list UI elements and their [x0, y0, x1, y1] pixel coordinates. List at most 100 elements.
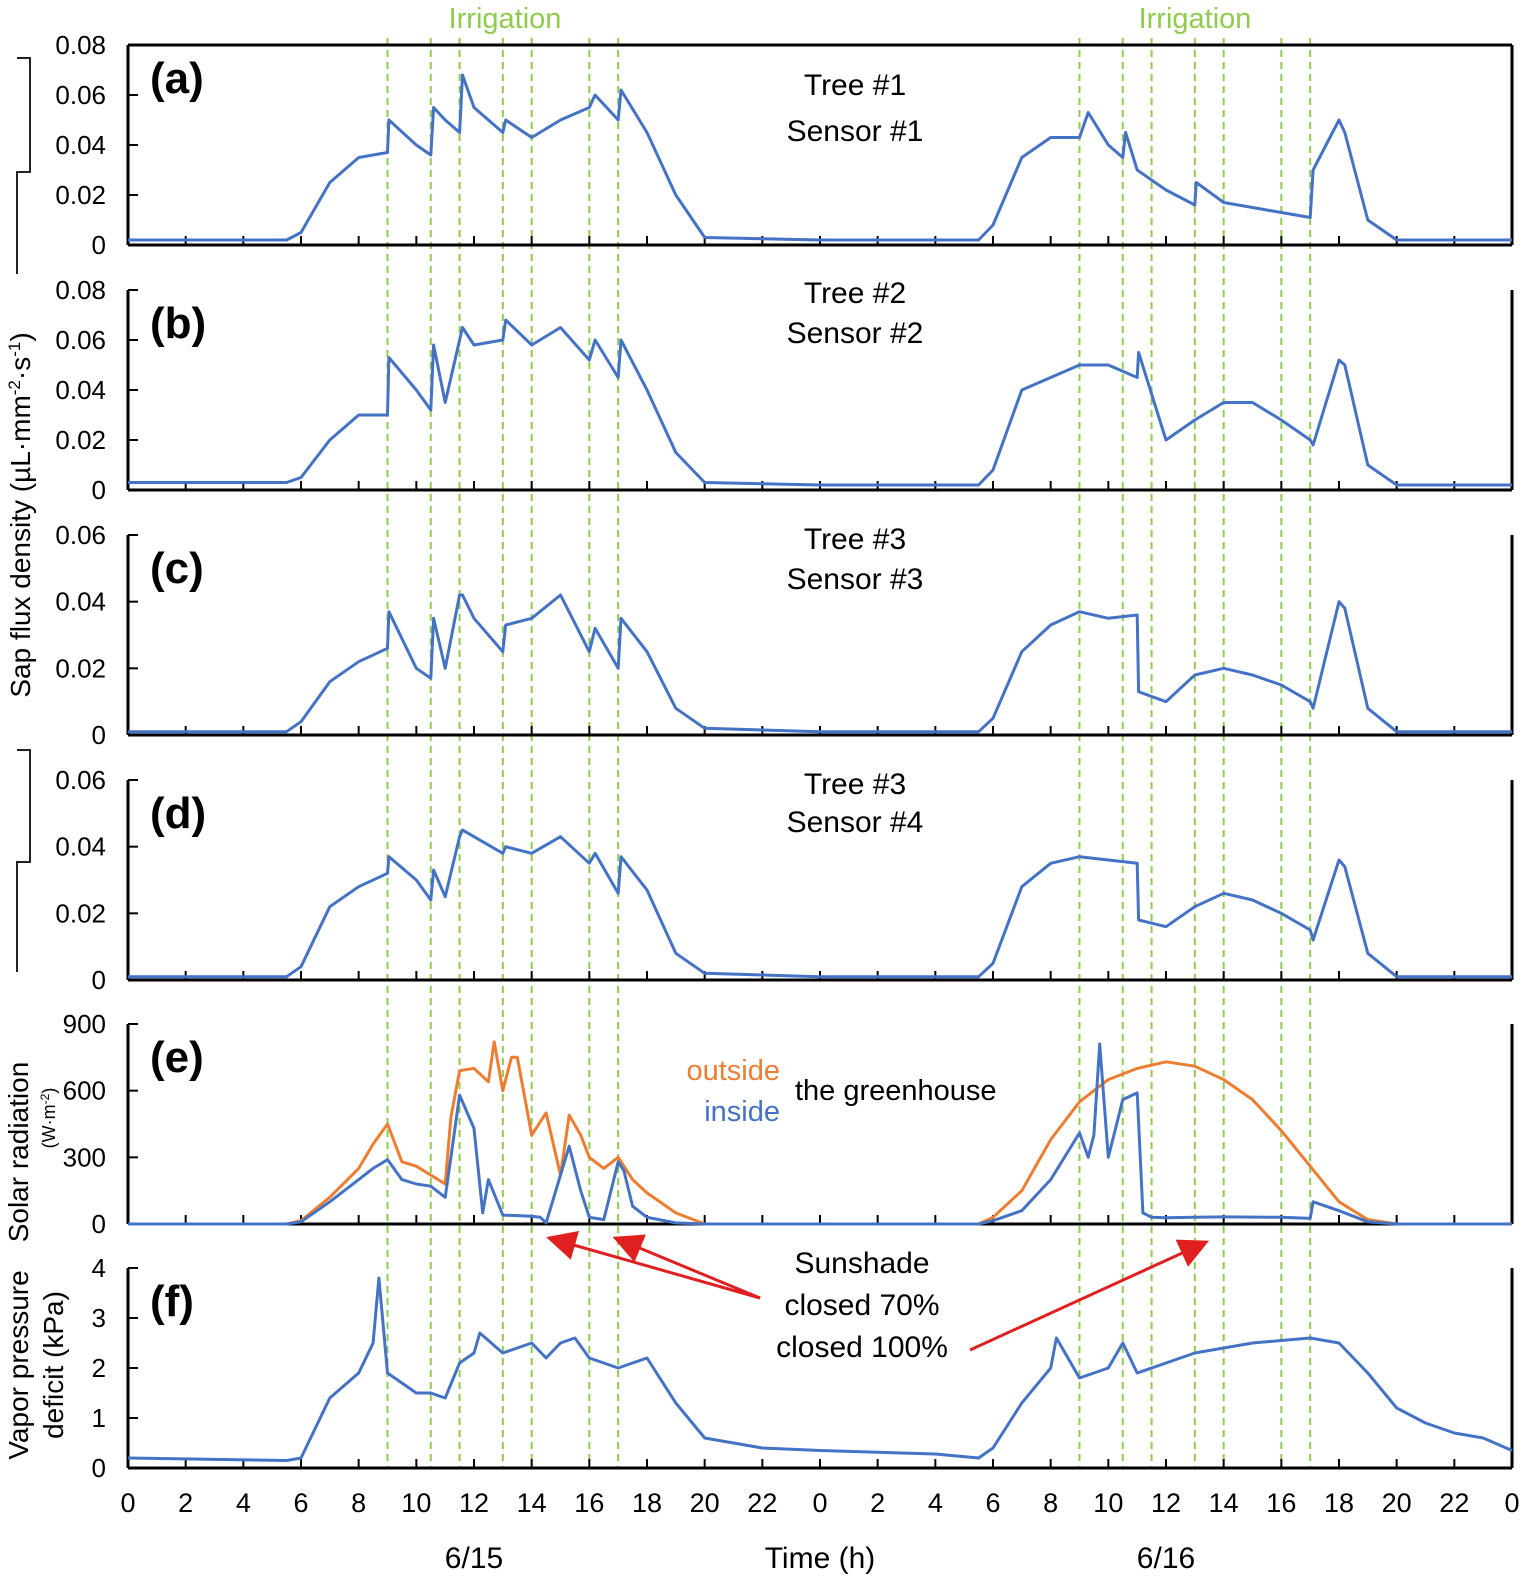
panel-label-c: (c) [150, 544, 204, 593]
series-line-c-sap [128, 593, 1512, 734]
sunshade-arrow [969, 1239, 1210, 1352]
x-tick-label: 14 [517, 1488, 547, 1518]
irrigation-label-day2: Irrigation [1139, 3, 1252, 35]
panel-c-sensor-label: Sensor #3 [787, 563, 924, 596]
day-label-6-15: 6/15 [445, 1542, 503, 1575]
panel-a-sensor-label: Sensor #1 [787, 115, 924, 148]
x-tick-label: 20 [1382, 1488, 1412, 1518]
y-tick-label: 0.02 [55, 425, 106, 455]
day-label-6-16: 6/16 [1137, 1542, 1195, 1575]
panel-c-tree-label: Tree #3 [804, 523, 906, 556]
solar-ylabel: Solar radiation [3, 1062, 34, 1243]
legend-suffix: the greenhouse [795, 1075, 997, 1107]
series-line-a-sap [128, 73, 1512, 242]
y-tick-label: 0.08 [55, 30, 106, 60]
y-tick-label: 0.02 [55, 653, 106, 683]
y-tick-label: 0.04 [55, 587, 106, 617]
panel-label-f: (f) [150, 1277, 194, 1326]
x-axis-title: Time (h) [765, 1542, 876, 1575]
x-tick-label: 12 [459, 1488, 489, 1518]
sunshade-arrows [546, 1230, 1210, 1352]
y-tick-label: 0 [92, 1453, 106, 1483]
sap-flux-ylabel: Sap flux density (µL·mm-2·s-1) [5, 332, 36, 697]
x-tick-label: 20 [690, 1488, 720, 1518]
sunshade-title: Sunshade [794, 1247, 929, 1280]
x-tick-label: 22 [747, 1488, 777, 1518]
legend-inside: inside [704, 1096, 780, 1128]
x-tick-label: 16 [574, 1488, 604, 1518]
panel-c: 0 0.02 0.04 0.06 (c) [55, 520, 1514, 750]
solar-unit-label: (W·m-2) [38, 1088, 59, 1149]
series-line-e-outside [128, 1040, 1512, 1226]
x-tick-label: 18 [632, 1488, 662, 1518]
panel-b-sensor-label: Sensor #2 [787, 317, 924, 350]
y-tick-label: 0.08 [55, 275, 106, 305]
y-tick-label: 300 [63, 1142, 106, 1172]
sunshade-100: closed 100% [776, 1331, 948, 1364]
y-tick-label: 600 [63, 1076, 106, 1106]
y-tick-label: 0 [92, 720, 106, 750]
sunshade-arrow [546, 1230, 761, 1300]
panel-d-tree-label: Tree #3 [804, 768, 906, 801]
irrigation-lines [386, 38, 1312, 1468]
ylabel-bracket-bottom [16, 749, 31, 972]
panel-label-b: (b) [150, 299, 206, 348]
series-line-e-inside [128, 1042, 1512, 1226]
x-tick-label: 10 [401, 1488, 431, 1518]
x-tick-labels: 0 2 4 6 8 10 12 14 16 18 20 22 0 2 4 6 8 10 12 14 16 18 20 22 0 [120, 1488, 1519, 1518]
panel-label-d: (d) [150, 789, 206, 838]
x-tick-label: 16 [1266, 1488, 1296, 1518]
panels: 0 0.02 0.04 0.06 0.08 (a) 0 0.02 0.04 0.06 0.08 (b)… [55, 30, 1514, 1483]
y-tick-label: 0.06 [55, 325, 106, 355]
y-tick-label: 4 [92, 1253, 106, 1283]
series-line-d-sap [128, 828, 1512, 979]
panel-label-a: (a) [150, 54, 204, 103]
y-tick-label: 0.06 [55, 765, 106, 795]
x-tick-label: 0 [812, 1488, 827, 1518]
panel-d-sensor-label: Sensor #4 [787, 806, 924, 839]
x-tick-label: 10 [1093, 1488, 1123, 1518]
x-tick-label: 2 [178, 1488, 193, 1518]
y-tick-label: 1 [92, 1403, 106, 1433]
irrigation-label-day1: Irrigation [449, 3, 562, 35]
x-tick-label: 4 [236, 1488, 251, 1518]
y-tick-label: 2 [92, 1353, 106, 1383]
panel-label-e: (e) [150, 1033, 204, 1082]
y-tick-label: 0.02 [55, 898, 106, 928]
panel-b-tree-label: Tree #2 [804, 277, 906, 310]
y-tick-label: 0.06 [55, 80, 106, 110]
panel-f: 0 1 2 3 4 (f) [92, 1253, 1514, 1483]
panel-a-tree-label: Tree #1 [804, 69, 906, 102]
x-tick-label: 8 [351, 1488, 366, 1518]
y-tick-label: 0.02 [55, 180, 106, 210]
ylabel-bracket-top [16, 57, 31, 274]
y-tick-label: 0.04 [55, 375, 106, 405]
sunshade-arrow [612, 1234, 761, 1300]
x-tick-label: 14 [1209, 1488, 1239, 1518]
x-tick-label: 0 [1504, 1488, 1519, 1518]
x-tick-label: 18 [1324, 1488, 1354, 1518]
x-tick-label: 6 [293, 1488, 308, 1518]
y-tick-label: 0.04 [55, 130, 106, 160]
panel-a: 0 0.02 0.04 0.06 0.08 (a) [55, 30, 1514, 260]
panel-e: 0 300 600 900 (e) [63, 1009, 1514, 1239]
y-tick-label: 0.04 [55, 832, 106, 862]
x-tick-label: 4 [928, 1488, 943, 1518]
vpd-ylabel-line1: Vapor pressure [3, 1270, 34, 1459]
y-tick-label: 0 [92, 475, 106, 505]
x-tick-label: 0 [120, 1488, 135, 1518]
x-tick-label: 22 [1439, 1488, 1469, 1518]
y-tick-label: 3 [92, 1303, 106, 1333]
x-tick-label: 12 [1151, 1488, 1181, 1518]
x-tick-label: 8 [1043, 1488, 1058, 1518]
series-line-f-sap [127, 1276, 1513, 1462]
legend-outside: outside [686, 1055, 780, 1087]
panel-b: 0 0.02 0.04 0.06 0.08 (b) [55, 275, 1514, 505]
x-tick-label: 6 [985, 1488, 1000, 1518]
x-tick-label: 2 [870, 1488, 885, 1518]
series-line-b-sap [128, 318, 1512, 487]
y-tick-label: 0 [92, 230, 106, 260]
y-tick-label: 900 [63, 1009, 106, 1039]
vpd-ylabel-line2: deficit (kPa) [38, 1291, 69, 1439]
